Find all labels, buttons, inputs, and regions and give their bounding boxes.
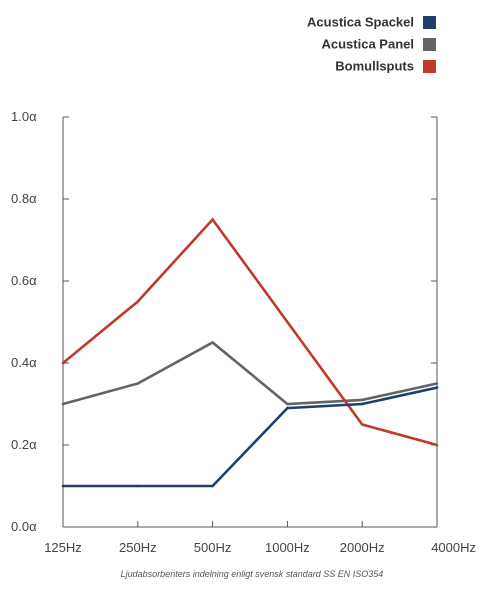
y-tick-label: 0.6α (11, 273, 37, 288)
x-tick-label: 1000Hz (265, 540, 310, 555)
series-line-acustica-spackel (63, 386, 438, 488)
data-point (61, 402, 65, 406)
data-point (136, 484, 140, 488)
y-tick-label: 0.0α (11, 519, 37, 534)
series-line-acustica-panel (62, 340, 438, 406)
data-point (211, 218, 214, 221)
x-tick-label: 2000Hz (340, 540, 385, 555)
data-point (61, 361, 65, 365)
y-axis-tick-labels: 0.0α 0.2α 0.4α 0.6α 0.8α 1.0α (11, 109, 37, 534)
y-tick-label: 0.2α (11, 437, 37, 452)
y-tick-label: 0.8α (11, 191, 37, 206)
data-point (360, 423, 364, 426)
data-point (136, 382, 140, 385)
data-point (211, 341, 214, 344)
legend-swatch (423, 60, 436, 73)
data-point (61, 484, 65, 488)
data-point (360, 398, 364, 402)
legend: Acustica Spackel Acustica Panel Bomullsput… (307, 15, 436, 74)
series-lines (61, 217, 439, 488)
x-tick-label: 125Hz (44, 540, 82, 555)
data-point (360, 402, 364, 406)
legend-label: Bomullsputs (335, 59, 414, 74)
legend-label: Acustica Spackel (307, 15, 414, 30)
x-tick-label: 4000Hz (431, 540, 476, 555)
data-point (286, 406, 289, 410)
data-point (435, 382, 439, 385)
chart-caption: Ljudabsorbenters indelning enligt svensk… (121, 569, 384, 579)
x-axis-tick-labels: 125Hz 250Hz 500Hz 1000Hz 2000Hz 4000Hz (44, 540, 476, 555)
data-point (435, 443, 439, 447)
data-point (211, 484, 214, 488)
legend-swatch (423, 38, 436, 51)
data-point (435, 386, 439, 389)
x-tick-label: 500Hz (194, 540, 232, 555)
axes (62, 116, 438, 528)
y-tick-label: 0.4α (11, 355, 37, 370)
data-point (286, 320, 289, 324)
legend-swatch (423, 16, 436, 29)
data-point (136, 300, 140, 303)
legend-label: Acustica Panel (322, 37, 415, 52)
y-tick-label: 1.0α (11, 109, 37, 124)
x-tick-label: 250Hz (119, 540, 157, 555)
series-line-bomullsputs (62, 217, 438, 447)
data-point (286, 402, 289, 406)
